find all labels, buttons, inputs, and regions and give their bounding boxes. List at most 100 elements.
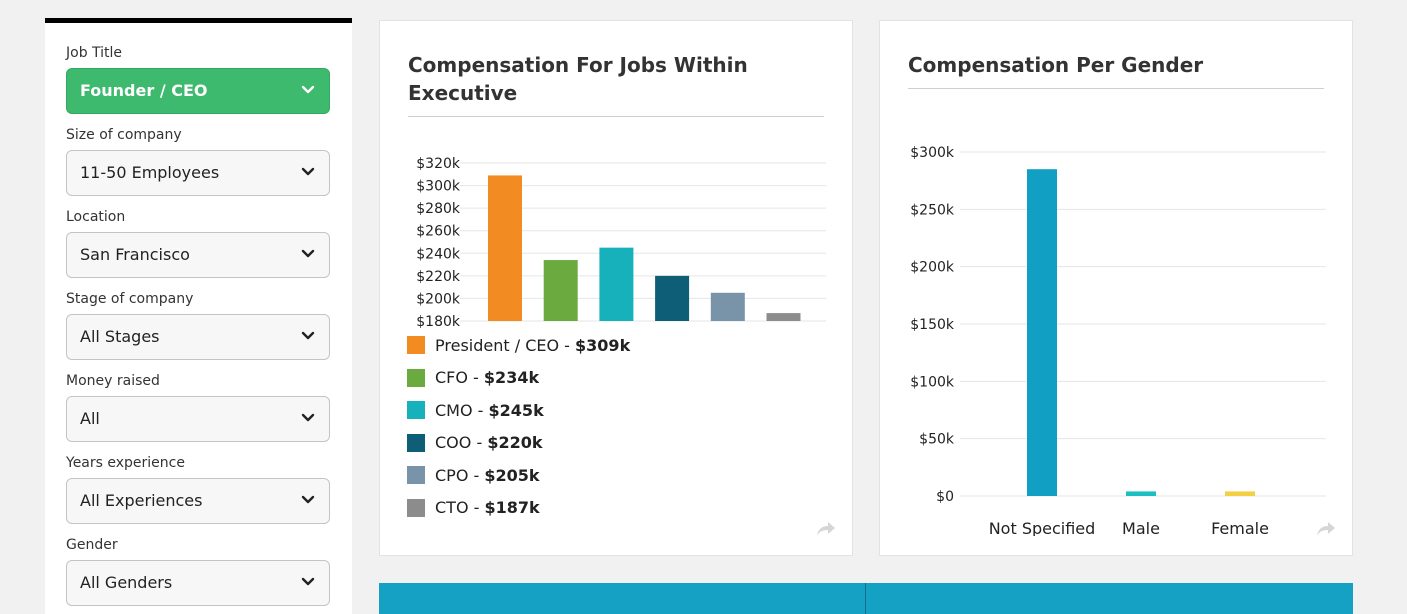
gender-bar-chart: $0 $50k $100k $150k $200k $250k $300k Not Speci… bbox=[910, 145, 1326, 538]
chevron-down-icon bbox=[301, 331, 315, 340]
y-tick-label: $280k bbox=[416, 201, 461, 217]
filter-select[interactable]: All bbox=[66, 396, 330, 442]
legend-amount: $187k bbox=[484, 498, 540, 518]
bar[interactable] bbox=[1126, 491, 1156, 496]
filter-select[interactable]: All Stages bbox=[66, 314, 330, 360]
filter-label: Years experience bbox=[66, 455, 185, 471]
bar[interactable] bbox=[710, 292, 745, 321]
y-tick-label: $240k bbox=[416, 246, 461, 262]
chevron-down-icon bbox=[301, 167, 315, 176]
y-tick-label: $180k bbox=[416, 314, 461, 330]
y-tick-label: $0 bbox=[936, 489, 954, 505]
filter-select-value: San Francisco bbox=[80, 245, 190, 264]
jobs-chart: $180k $200k $220k $240k $260k $280k $300k $320k bbox=[380, 131, 854, 335]
filter-select[interactable]: All Experiences bbox=[66, 478, 330, 524]
legend-separator: - bbox=[471, 433, 488, 453]
legend-swatch bbox=[407, 401, 425, 420]
filter-select[interactable]: Founder / CEO bbox=[66, 68, 330, 114]
jobs-compensation-card: Compensation For Jobs Within Executive $… bbox=[379, 20, 853, 556]
legend-amount: $245k bbox=[488, 400, 544, 420]
gender-card-divider bbox=[908, 88, 1324, 89]
y-tick-label: $220k bbox=[416, 269, 461, 285]
x-tick-label: Female bbox=[1211, 519, 1269, 536]
filter-label: Location bbox=[66, 209, 126, 225]
legend-item[interactable]: CFO - $234k bbox=[407, 362, 630, 395]
legend-separator: - bbox=[468, 498, 485, 518]
legend-label: CFO bbox=[435, 368, 468, 388]
y-tick-label: $50k bbox=[919, 432, 955, 448]
filter-sidebar: Job Title Founder / CEO Size of company 11-… bbox=[45, 18, 352, 614]
gender-compensation-card: Compensation Per Gender $0 $50k $100k $150k… bbox=[879, 20, 1353, 556]
legend-swatch bbox=[407, 368, 425, 387]
legend-amount: $220k bbox=[487, 433, 543, 453]
gender-chart: $0 $50k $100k $150k $200k $250k $300k Not Speci… bbox=[880, 116, 1354, 540]
y-tick-label: $260k bbox=[416, 224, 461, 240]
filter-select[interactable]: 11-50 Employees bbox=[66, 150, 330, 196]
legend-amount: $234k bbox=[483, 368, 540, 388]
legend-swatch bbox=[407, 498, 425, 517]
legend-label: CMO bbox=[435, 400, 473, 420]
legend-item[interactable]: CTO - $187k bbox=[407, 492, 630, 525]
bar[interactable] bbox=[1027, 169, 1057, 496]
jobs-legend: President / CEO - $309k CFO - $234k CMO - … bbox=[407, 329, 630, 524]
legend-swatch bbox=[407, 336, 425, 355]
summary-bar-divider bbox=[865, 583, 866, 614]
filter-select-value: All Genders bbox=[80, 573, 173, 592]
legend-label: President / CEO bbox=[435, 335, 560, 355]
y-tick-label: $250k bbox=[910, 202, 955, 218]
legend-item[interactable]: COO - $220k bbox=[407, 427, 630, 460]
legend-amount: $205k bbox=[484, 465, 540, 485]
filter-select[interactable]: San Francisco bbox=[66, 232, 330, 278]
y-tick-label: $200k bbox=[416, 291, 461, 307]
legend-swatch bbox=[407, 466, 425, 485]
legend-label: CPO bbox=[435, 465, 469, 485]
filter-select[interactable]: All Genders bbox=[66, 560, 330, 606]
filter-label: Money raised bbox=[66, 373, 160, 389]
chevron-down-icon bbox=[301, 249, 315, 258]
bar[interactable] bbox=[543, 260, 578, 321]
legend-item[interactable]: CPO - $205k bbox=[407, 459, 630, 492]
summary-bar bbox=[379, 583, 1353, 614]
filter-select-value: All Stages bbox=[80, 327, 160, 346]
y-tick-label: $300k bbox=[416, 179, 461, 195]
legend-swatch bbox=[407, 433, 425, 452]
y-tick-label: $150k bbox=[910, 317, 955, 333]
filter-select-value: Founder / CEO bbox=[80, 81, 208, 100]
jobs-card-title-line2: Executive bbox=[408, 81, 518, 105]
x-tick-label: Not Specified bbox=[989, 519, 1096, 536]
bar[interactable] bbox=[599, 247, 634, 321]
jobs-card-title: Compensation For Jobs Within Executive bbox=[408, 51, 748, 107]
bar[interactable] bbox=[1225, 491, 1255, 496]
legend-item[interactable]: CMO - $245k bbox=[407, 394, 630, 427]
legend-separator: - bbox=[472, 400, 489, 420]
chevron-down-icon bbox=[301, 577, 315, 586]
y-tick-label: $100k bbox=[910, 374, 955, 390]
filter-select-value: All bbox=[80, 409, 100, 428]
legend-label: CTO bbox=[435, 498, 469, 518]
filter-label: Gender bbox=[66, 537, 118, 553]
share-icon[interactable] bbox=[816, 521, 836, 537]
x-tick-label: Male bbox=[1122, 519, 1160, 536]
bar[interactable] bbox=[655, 275, 690, 321]
legend-item[interactable]: President / CEO - $309k bbox=[407, 329, 630, 362]
filter-label: Job Title bbox=[66, 45, 123, 61]
gender-card-title: Compensation Per Gender bbox=[908, 53, 1204, 77]
y-tick-label: $200k bbox=[910, 260, 955, 276]
chevron-down-icon bbox=[301, 413, 315, 422]
jobs-bar-chart: $180k $200k $220k $240k $260k $280k $300k $320k bbox=[416, 156, 826, 330]
bar[interactable] bbox=[488, 175, 522, 321]
chevron-down-icon bbox=[301, 495, 315, 504]
filter-label: Size of company bbox=[66, 127, 182, 143]
legend-separator: - bbox=[559, 335, 576, 355]
jobs-card-divider bbox=[408, 116, 824, 117]
y-tick-label: $320k bbox=[416, 156, 461, 172]
legend-label: COO bbox=[435, 433, 472, 453]
filter-label: Stage of company bbox=[66, 291, 194, 307]
legend-separator: - bbox=[467, 368, 484, 388]
y-tick-label: $300k bbox=[910, 145, 955, 161]
jobs-card-title-line1: Compensation For Jobs Within bbox=[408, 53, 748, 77]
bar[interactable] bbox=[766, 313, 801, 321]
share-icon[interactable] bbox=[1316, 521, 1336, 537]
legend-amount: $309k bbox=[575, 335, 631, 355]
legend-separator: - bbox=[468, 465, 485, 485]
